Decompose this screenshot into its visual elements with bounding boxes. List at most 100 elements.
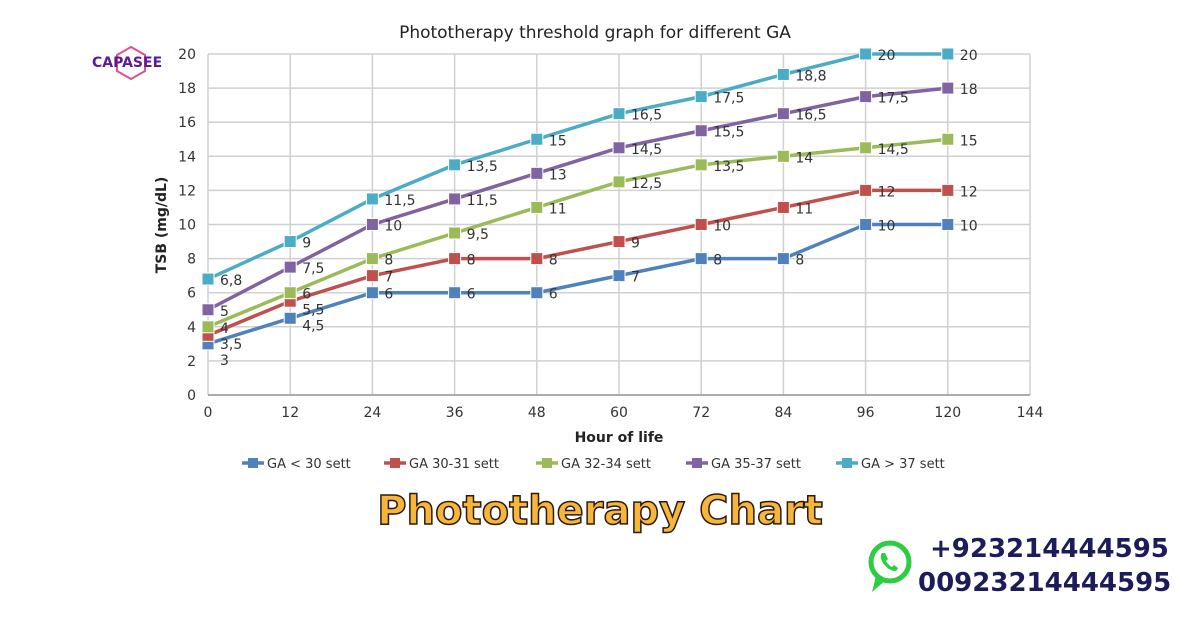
data-label: 18,8 [795, 68, 826, 84]
data-label: 12 [960, 184, 978, 200]
data-label: 3,5 [220, 337, 242, 353]
data-point [365, 218, 379, 231]
data-label: 9 [302, 236, 311, 252]
data-label: 8 [467, 253, 476, 269]
data-label: 15 [960, 133, 978, 149]
legend-entry: GA 30-31 sett [409, 457, 499, 472]
data-label: 7 [384, 270, 393, 286]
data-label: 5 [220, 304, 229, 320]
legend-marker [390, 458, 400, 468]
x-tick-label: 72 [692, 405, 710, 421]
data-label: 6 [384, 287, 393, 303]
data-label: 15 [549, 133, 567, 149]
data-point [530, 200, 544, 214]
legend-entry: GA > 37 sett [861, 457, 945, 472]
data-point [859, 183, 873, 197]
data-point [694, 90, 708, 104]
data-label: 8 [713, 253, 722, 269]
y-tick-label: 18 [178, 81, 196, 97]
data-label: 8 [549, 253, 558, 269]
x-tick-label: 36 [446, 405, 464, 421]
data-label: 6,8 [220, 273, 242, 289]
data-point [365, 286, 379, 300]
data-label: 17,5 [713, 91, 744, 107]
data-point [859, 90, 873, 104]
capasee-logo: CAPASEE [92, 46, 172, 82]
data-point [448, 226, 462, 240]
y-axis-label: TSB (mg/dL) [154, 177, 170, 274]
data-label: 20 [960, 48, 978, 64]
x-tick-label: 12 [281, 405, 299, 421]
data-point [530, 286, 544, 300]
data-label: 20 [878, 48, 896, 64]
phone-number-1[interactable]: +923214444595 [930, 534, 1169, 564]
legend-marker [542, 458, 552, 468]
data-label: 11,5 [384, 193, 415, 209]
data-label: 11 [549, 201, 567, 217]
data-point [448, 158, 462, 172]
legend-entry: GA 35-37 sett [711, 457, 801, 472]
data-point [776, 107, 790, 121]
data-point [941, 81, 955, 95]
data-point [448, 286, 462, 300]
data-label: 8 [795, 253, 804, 269]
data-label: 14,5 [878, 142, 909, 158]
data-point [776, 67, 790, 81]
data-point [283, 235, 297, 249]
y-tick-label: 6 [187, 286, 196, 302]
whatsapp-icon[interactable] [866, 540, 912, 594]
data-label: 12,5 [631, 176, 662, 192]
y-tick-label: 0 [187, 388, 196, 404]
series-line-1 [207, 188, 948, 337]
y-tick-label: 20 [178, 47, 196, 63]
data-point [941, 47, 955, 61]
data-label: 10 [960, 219, 978, 235]
data-point [283, 260, 297, 274]
data-label: 10 [878, 219, 896, 235]
data-label: 10 [713, 219, 731, 235]
y-tick-label: 14 [178, 149, 196, 165]
data-point [612, 175, 626, 189]
data-point [283, 286, 297, 300]
data-point [941, 132, 955, 146]
data-label: 10 [384, 219, 402, 235]
data-label: 6 [549, 287, 558, 303]
data-point [612, 141, 626, 155]
data-label: 7 [631, 270, 640, 286]
data-point [365, 252, 379, 266]
data-point [941, 183, 955, 197]
data-point [530, 132, 544, 146]
data-label: 18 [960, 82, 978, 98]
data-point [530, 252, 544, 266]
data-point [283, 311, 297, 325]
x-tick-label: 24 [363, 405, 381, 421]
data-label: 6 [467, 287, 476, 303]
data-label: 13,5 [467, 159, 498, 175]
x-tick-label: 0 [204, 405, 213, 421]
series-line-4 [207, 52, 948, 281]
series-line-3 [207, 86, 948, 312]
data-label: 8 [384, 253, 393, 269]
data-label: 11,5 [467, 193, 498, 209]
logo-hexagon-icon [116, 46, 146, 80]
y-tick-label: 2 [187, 354, 196, 370]
data-point [612, 269, 626, 283]
data-point [694, 252, 708, 266]
y-tick-label: 10 [178, 218, 196, 234]
data-label: 14 [795, 150, 813, 166]
series-line-2 [207, 137, 948, 329]
data-point [941, 218, 955, 231]
data-point [530, 166, 544, 180]
data-point [365, 192, 379, 206]
x-tick-label: 48 [528, 405, 546, 421]
y-tick-label: 16 [178, 115, 196, 131]
x-tick-label: 60 [610, 405, 628, 421]
x-tick-label: 144 [1017, 405, 1044, 421]
phone-number-2[interactable]: 00923214444595 [918, 568, 1172, 598]
x-tick-label: 84 [774, 405, 792, 421]
y-tick-label: 12 [178, 183, 196, 199]
x-tick-label: 96 [857, 405, 875, 421]
data-point [612, 235, 626, 249]
data-point [694, 124, 708, 138]
data-label: 16,5 [631, 108, 662, 124]
